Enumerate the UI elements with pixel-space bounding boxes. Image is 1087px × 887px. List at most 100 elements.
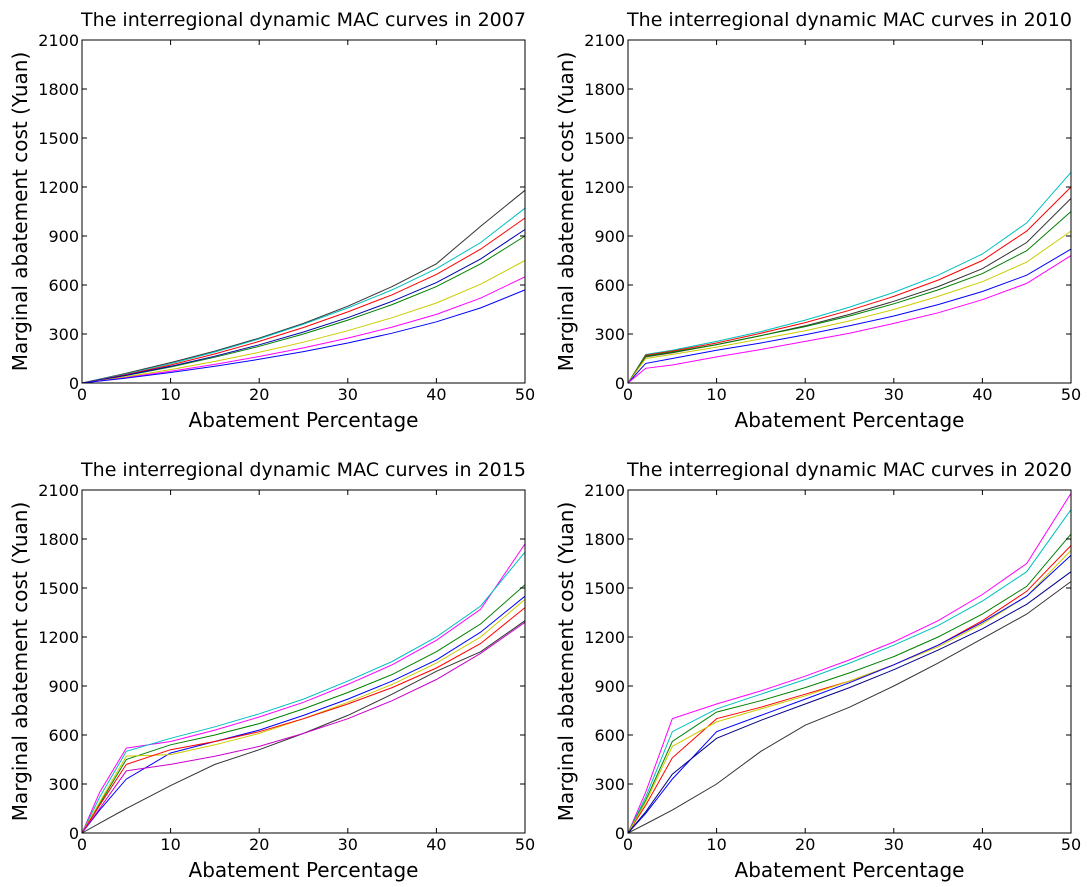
chart-title: The interregional dynamic MAC curves in … bbox=[626, 9, 1072, 31]
x-tick-label: 40 bbox=[972, 835, 992, 854]
mac-curve bbox=[81, 189, 526, 384]
y-tick-label: 2100 bbox=[38, 31, 79, 50]
mac-curve bbox=[81, 595, 526, 834]
x-tick-label: 0 bbox=[77, 385, 87, 404]
mac-curve bbox=[81, 551, 526, 834]
x-tick-label: 20 bbox=[249, 385, 269, 404]
y-axis-label: Marginal abatement cost (Yuan) bbox=[8, 52, 32, 371]
axes-box bbox=[81, 39, 526, 384]
x-tick-label: 10 bbox=[160, 835, 180, 854]
y-tick-label: 600 bbox=[594, 276, 625, 295]
y-tick-label: 2100 bbox=[584, 481, 625, 500]
mac-curve bbox=[627, 171, 1072, 384]
y-tick-label: 1500 bbox=[584, 129, 625, 148]
y-tick-label: 0 bbox=[615, 374, 625, 393]
y-axis-label: Marginal abatement cost (Yuan) bbox=[554, 502, 578, 821]
plot-area bbox=[628, 40, 1071, 383]
chart-title: The interregional dynamic MAC curves in … bbox=[80, 9, 526, 31]
y-tick-label: 900 bbox=[594, 227, 625, 246]
mac-curve bbox=[81, 584, 526, 834]
mac-curve bbox=[627, 550, 1072, 834]
mac-curve bbox=[627, 493, 1072, 834]
mac-curve bbox=[81, 543, 526, 834]
y-tick-label: 300 bbox=[48, 325, 79, 344]
mac-curve bbox=[81, 207, 526, 384]
x-axis-label: Abatement Percentage bbox=[735, 408, 965, 432]
x-tick-label: 0 bbox=[77, 835, 87, 854]
y-tick-label: 300 bbox=[594, 775, 625, 794]
mac-curve bbox=[81, 229, 526, 384]
y-axis-label: Marginal abatement cost (Yuan) bbox=[8, 502, 32, 821]
mac-curve bbox=[627, 248, 1072, 384]
y-tick-label: 0 bbox=[615, 824, 625, 843]
y-tick-label: 1200 bbox=[38, 178, 79, 197]
plot-area bbox=[82, 40, 525, 383]
mac-curve bbox=[627, 533, 1072, 834]
mac-curve bbox=[81, 289, 526, 384]
axes-box bbox=[81, 489, 526, 834]
y-tick-label: 300 bbox=[48, 775, 79, 794]
subplot: 0 300 600 900 1200 1500 1800 2100 0 10 20 30 40 50 The… bbox=[554, 459, 1081, 882]
y-tick-label: 600 bbox=[594, 726, 625, 745]
x-axis-label: Abatement Percentage bbox=[189, 408, 419, 432]
mac-curve bbox=[627, 554, 1072, 834]
x-tick-label: 10 bbox=[706, 835, 726, 854]
subplot: 0 300 600 900 1200 1500 1800 2100 0 10 20 30 40 50 The… bbox=[554, 9, 1081, 432]
y-tick-label: 1200 bbox=[584, 628, 625, 647]
x-tick-label: 40 bbox=[426, 385, 446, 404]
chart-title: The interregional dynamic MAC curves in … bbox=[626, 459, 1072, 481]
y-tick-label: 1800 bbox=[584, 530, 625, 549]
y-tick-label: 900 bbox=[594, 677, 625, 696]
x-tick-label: 50 bbox=[1061, 385, 1081, 404]
x-axis-label: Abatement Percentage bbox=[735, 858, 965, 882]
chart-title: The interregional dynamic MAC curves in … bbox=[80, 459, 526, 481]
mac-curve bbox=[627, 198, 1072, 384]
x-tick-label: 10 bbox=[160, 385, 180, 404]
y-tick-label: 1800 bbox=[38, 530, 79, 549]
x-tick-label: 30 bbox=[884, 385, 904, 404]
x-tick-label: 20 bbox=[795, 835, 815, 854]
x-tick-label: 50 bbox=[515, 835, 535, 854]
mac-curve bbox=[627, 230, 1072, 384]
axes-box bbox=[627, 39, 1072, 384]
x-tick-label: 0 bbox=[623, 385, 633, 404]
x-tick-label: 40 bbox=[426, 835, 446, 854]
x-tick-label: 30 bbox=[338, 835, 358, 854]
mac-curve bbox=[81, 620, 526, 834]
plot-area bbox=[628, 490, 1071, 833]
y-tick-label: 2100 bbox=[38, 481, 79, 500]
x-tick-label: 0 bbox=[623, 835, 633, 854]
y-tick-label: 1500 bbox=[38, 129, 79, 148]
mac-curve bbox=[627, 509, 1072, 834]
x-tick-label: 50 bbox=[1061, 835, 1081, 854]
subplot: 0 300 600 900 1200 1500 1800 2100 0 10 20 30 40 50 The… bbox=[8, 459, 535, 882]
mac-curve bbox=[81, 599, 526, 834]
y-tick-label: 1200 bbox=[584, 178, 625, 197]
mac-curve bbox=[627, 545, 1072, 834]
y-tick-label: 1500 bbox=[584, 579, 625, 598]
x-tick-label: 50 bbox=[515, 385, 535, 404]
mac-curve bbox=[81, 607, 526, 834]
y-tick-label: 0 bbox=[69, 374, 79, 393]
x-axis-label: Abatement Percentage bbox=[189, 858, 419, 882]
x-tick-label: 40 bbox=[972, 385, 992, 404]
y-tick-label: 300 bbox=[594, 325, 625, 344]
y-tick-label: 0 bbox=[69, 824, 79, 843]
x-tick-label: 10 bbox=[706, 385, 726, 404]
x-tick-label: 30 bbox=[338, 385, 358, 404]
mac-curve bbox=[627, 571, 1072, 834]
mac-curve bbox=[627, 581, 1072, 834]
y-tick-label: 900 bbox=[48, 677, 79, 696]
y-tick-label: 1200 bbox=[38, 628, 79, 647]
y-tick-label: 600 bbox=[48, 726, 79, 745]
mac-curve bbox=[81, 217, 526, 384]
y-tick-label: 1800 bbox=[38, 80, 79, 99]
x-tick-label: 30 bbox=[884, 835, 904, 854]
y-tick-label: 1800 bbox=[584, 80, 625, 99]
axes-box bbox=[627, 489, 1072, 834]
y-axis-label: Marginal abatement cost (Yuan) bbox=[554, 52, 578, 371]
plot-area bbox=[82, 490, 525, 833]
y-tick-label: 900 bbox=[48, 227, 79, 246]
x-tick-label: 20 bbox=[249, 835, 269, 854]
